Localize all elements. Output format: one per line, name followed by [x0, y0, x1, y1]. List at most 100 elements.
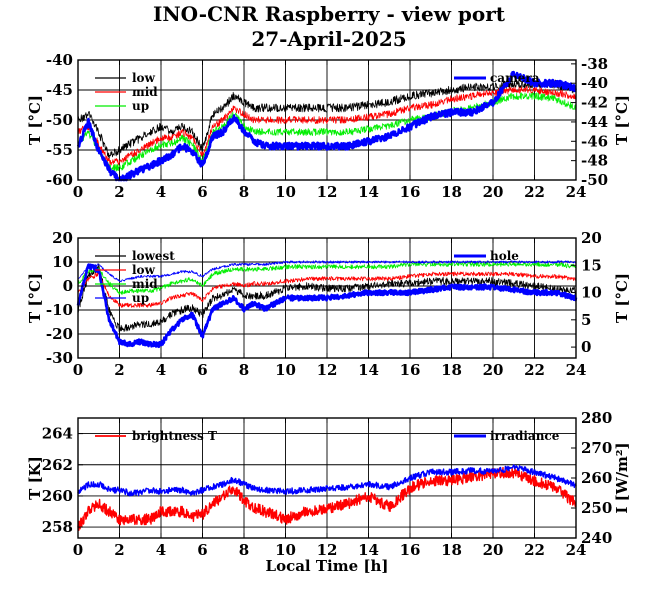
y-tick-label: 258 — [42, 518, 73, 536]
x-tick-label: 12 — [317, 541, 338, 559]
x-tick-label: 12 — [317, 183, 338, 201]
x-tick-label: 2 — [114, 183, 124, 201]
chart-subtitle: 27-April-2025 — [251, 27, 406, 51]
x-tick-label: 14 — [358, 361, 379, 379]
y-axis-label: T [°C] — [26, 273, 44, 323]
y-tick-label: -45 — [46, 81, 73, 99]
x-tick-label: 10 — [275, 541, 296, 559]
y-tick-label: -40 — [46, 51, 73, 69]
series-line-mid — [77, 86, 577, 166]
y2-tick-label: 250 — [581, 499, 612, 517]
y-tick-label: 20 — [52, 229, 73, 247]
y-tick-label: 264 — [42, 425, 73, 443]
y2-tick-label: -50 — [581, 171, 608, 189]
legend-label: brightness T — [132, 429, 217, 443]
y2-axis-label: I [W/m²] — [613, 442, 631, 513]
y2-tick-label: 20 — [581, 229, 602, 247]
chart-title: INO-CNR Raspberry - view port — [153, 2, 506, 26]
x-tick-label: 4 — [156, 183, 166, 201]
x-tick-label: 14 — [358, 183, 379, 201]
x-tick-label: 24 — [566, 541, 587, 559]
y-tick-label: -30 — [46, 349, 73, 367]
series-line-irradiance — [77, 464, 577, 497]
y-tick-label: 260 — [42, 487, 73, 505]
legend-label: up — [132, 291, 149, 305]
legend-label: camera — [490, 71, 540, 85]
series-line-up — [77, 260, 577, 283]
legend-label: low — [132, 263, 156, 277]
x-tick-label: 18 — [441, 183, 462, 201]
y2-axis-label: T [°C] — [613, 273, 631, 323]
x-tick-label: 0 — [73, 183, 83, 201]
series-line-low — [77, 79, 577, 161]
panel-middle: 0 2 4 6 8 10 12 14 16 18 20 22 24-30-20-100102005101… — [26, 229, 631, 379]
chart-panels: 0 2 4 6 8 10 12 14 16 18 20 22 24-60-55-50-45-40-50-… — [26, 51, 631, 575]
x-tick-label: 16 — [400, 361, 421, 379]
x-tick-label: 2 — [114, 361, 124, 379]
x-tick-label: 20 — [483, 361, 504, 379]
x-tick-label: 8 — [239, 541, 249, 559]
x-tick-label: 18 — [441, 541, 462, 559]
y2-tick-label: 280 — [581, 409, 612, 427]
series-line-camera — [76, 70, 577, 182]
y2-tick-label: -46 — [581, 132, 608, 150]
y-tick-label: -20 — [46, 325, 73, 343]
x-tick-label: 12 — [317, 361, 338, 379]
legend-label: low — [132, 71, 156, 85]
series-line-brightness-T — [77, 466, 577, 531]
panel-bottom: 0 2 4 6 8 10 12 14 16 18 20 22 242582602622642402502… — [26, 409, 631, 575]
y2-tick-label: -38 — [581, 55, 608, 73]
series-line-hole — [76, 263, 578, 349]
legend-label: mid — [132, 277, 158, 291]
x-tick-label: 8 — [239, 183, 249, 201]
x-tick-label: 0 — [73, 361, 83, 379]
y-tick-label: -50 — [46, 111, 73, 129]
y2-tick-label: 260 — [581, 469, 612, 487]
x-tick-label: 4 — [156, 361, 166, 379]
y2-tick-label: 0 — [581, 338, 591, 356]
y-axis-label: T [°C] — [26, 95, 44, 145]
x-tick-label: 20 — [483, 541, 504, 559]
x-tick-label: 6 — [197, 361, 207, 379]
x-tick-label: 16 — [400, 541, 421, 559]
y2-axis-label: T [°C] — [613, 95, 631, 145]
x-axis-label: Local Time [h] — [266, 557, 389, 575]
legend-label: hole — [490, 249, 519, 263]
y2-tick-label: 240 — [581, 529, 612, 547]
legend-label: lowest — [132, 249, 175, 263]
y-axis-label: T [K] — [26, 456, 44, 500]
y-tick-label: -55 — [46, 141, 73, 159]
y-tick-label: 0 — [63, 277, 73, 295]
x-tick-label: 6 — [197, 183, 207, 201]
y-tick-label: 262 — [42, 456, 73, 474]
x-tick-label: 4 — [156, 541, 166, 559]
x-tick-label: 10 — [275, 361, 296, 379]
x-tick-label: 2 — [114, 541, 124, 559]
y2-tick-label: 10 — [581, 284, 602, 302]
y-tick-label: 10 — [52, 253, 73, 271]
series-line-lowest — [77, 263, 577, 333]
x-tick-label: 10 — [275, 183, 296, 201]
x-tick-label: 8 — [239, 361, 249, 379]
y2-tick-label: 270 — [581, 439, 612, 457]
legend-label: up — [132, 99, 149, 113]
x-tick-label: 6 — [197, 541, 207, 559]
series-line-low — [77, 271, 577, 308]
panel-top: 0 2 4 6 8 10 12 14 16 18 20 22 24-60-55-50-45-40-50-… — [26, 51, 631, 201]
x-tick-label: 22 — [524, 183, 545, 201]
x-tick-label: 0 — [73, 541, 83, 559]
series-line-mid — [77, 261, 577, 296]
x-tick-label: 16 — [400, 183, 421, 201]
x-tick-label: 24 — [566, 183, 587, 201]
legend-label: mid — [132, 85, 158, 99]
y2-tick-label: -42 — [581, 94, 608, 112]
x-tick-label: 24 — [566, 361, 587, 379]
y2-tick-label: 15 — [581, 256, 602, 274]
y2-tick-label: -44 — [581, 113, 608, 131]
x-tick-label: 22 — [524, 361, 545, 379]
x-tick-label: 22 — [524, 541, 545, 559]
y2-tick-label: 5 — [581, 311, 591, 329]
x-tick-label: 20 — [483, 183, 504, 201]
y-tick-label: -10 — [46, 301, 73, 319]
